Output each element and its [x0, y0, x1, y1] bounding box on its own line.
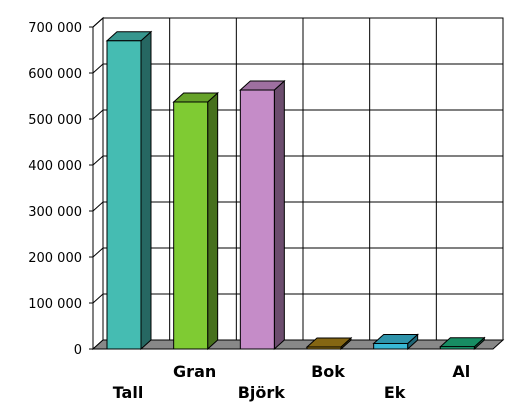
x-category-label: Gran	[173, 362, 216, 381]
bar-front	[373, 342, 409, 350]
y-tick-label: 700 000	[28, 21, 82, 36]
x-category-label: Al	[452, 362, 470, 381]
y-tick-label: 0	[74, 343, 82, 358]
bar-front	[106, 40, 142, 350]
gridline-side	[92, 201, 104, 212]
y-tick-label: 400 000	[28, 159, 82, 174]
y-tick-label: 500 000	[28, 113, 82, 128]
gridline-side	[92, 247, 104, 258]
bar-side	[273, 79, 285, 351]
x-category-label: Björk	[238, 383, 286, 402]
bars	[105, 30, 486, 351]
gridline-side	[92, 155, 104, 166]
y-tick-label: 600 000	[28, 67, 82, 82]
side-wall	[92, 16, 104, 351]
bar-tall	[105, 30, 153, 351]
bar-front	[239, 89, 275, 350]
bar-side	[207, 91, 219, 351]
bar-front	[439, 346, 475, 350]
bar-front	[306, 346, 342, 350]
y-tick-label: 200 000	[28, 251, 82, 266]
bar-side	[140, 30, 152, 351]
bar-björk	[239, 79, 286, 351]
x-category-label: Bok	[311, 362, 345, 381]
bar-al	[439, 336, 486, 351]
y-axis-ticks: 0 100 000 200 000 300 000 400 000 500 000 600 …	[28, 21, 93, 358]
y-tick-label: 100 000	[28, 297, 82, 312]
bar-gran	[172, 91, 219, 351]
x-category-label: Ek	[384, 383, 406, 402]
bar-ek	[372, 333, 419, 351]
x-axis-categories: Tall Gran Björk Bok Ek Al	[113, 362, 471, 402]
x-category-label: Tall	[113, 383, 144, 402]
gridline-side	[92, 293, 104, 304]
y-tick-label: 300 000	[28, 205, 82, 220]
chart-grid	[92, 16, 504, 351]
gridline-side	[92, 17, 104, 28]
bar-front	[173, 101, 209, 350]
gridline-side	[92, 63, 104, 74]
bar-bok	[305, 336, 353, 351]
gridline-side	[92, 109, 104, 120]
